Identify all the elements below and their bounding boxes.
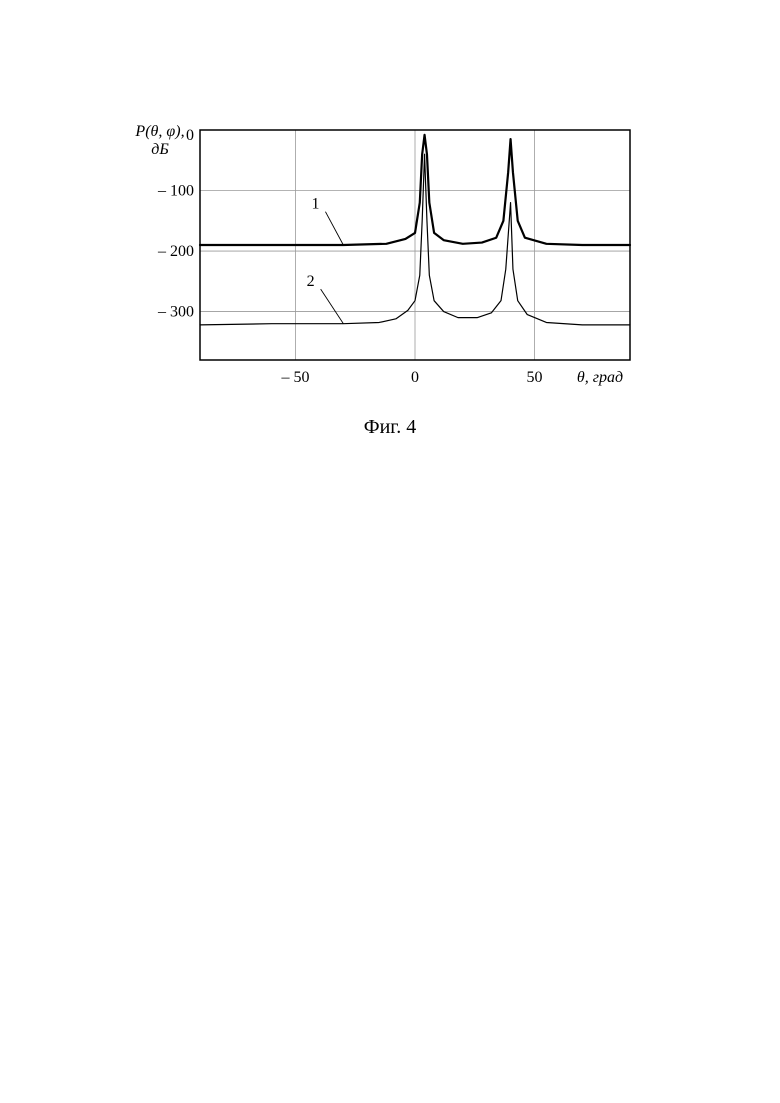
svg-text:P(θ, φ),: P(θ, φ),: [134, 123, 184, 140]
line-chart: 0 – 100 – 200 – 300 – 50 0 50 P(θ, φ),дБ θ, град…: [130, 120, 650, 410]
page: 0 – 100 – 200 – 300 – 50 0 50 P(θ, φ),дБ θ, град…: [0, 0, 780, 1103]
svg-text:– 300: – 300: [157, 304, 194, 321]
svg-text:– 50: – 50: [281, 369, 310, 386]
svg-text:дБ: дБ: [151, 141, 169, 158]
chart-container: 0 – 100 – 200 – 300 – 50 0 50 P(θ, φ),дБ θ, град…: [130, 120, 650, 439]
figure-caption: Фиг. 4: [130, 416, 650, 439]
svg-text:θ, град: θ, град: [577, 369, 623, 386]
svg-text:0: 0: [186, 127, 194, 144]
svg-text:50: 50: [526, 369, 542, 386]
svg-text:0: 0: [411, 369, 419, 386]
series-label-1: 1: [311, 196, 319, 213]
series-label-2: 2: [307, 273, 315, 290]
svg-text:– 100: – 100: [157, 183, 194, 200]
svg-text:– 200: – 200: [157, 243, 194, 260]
